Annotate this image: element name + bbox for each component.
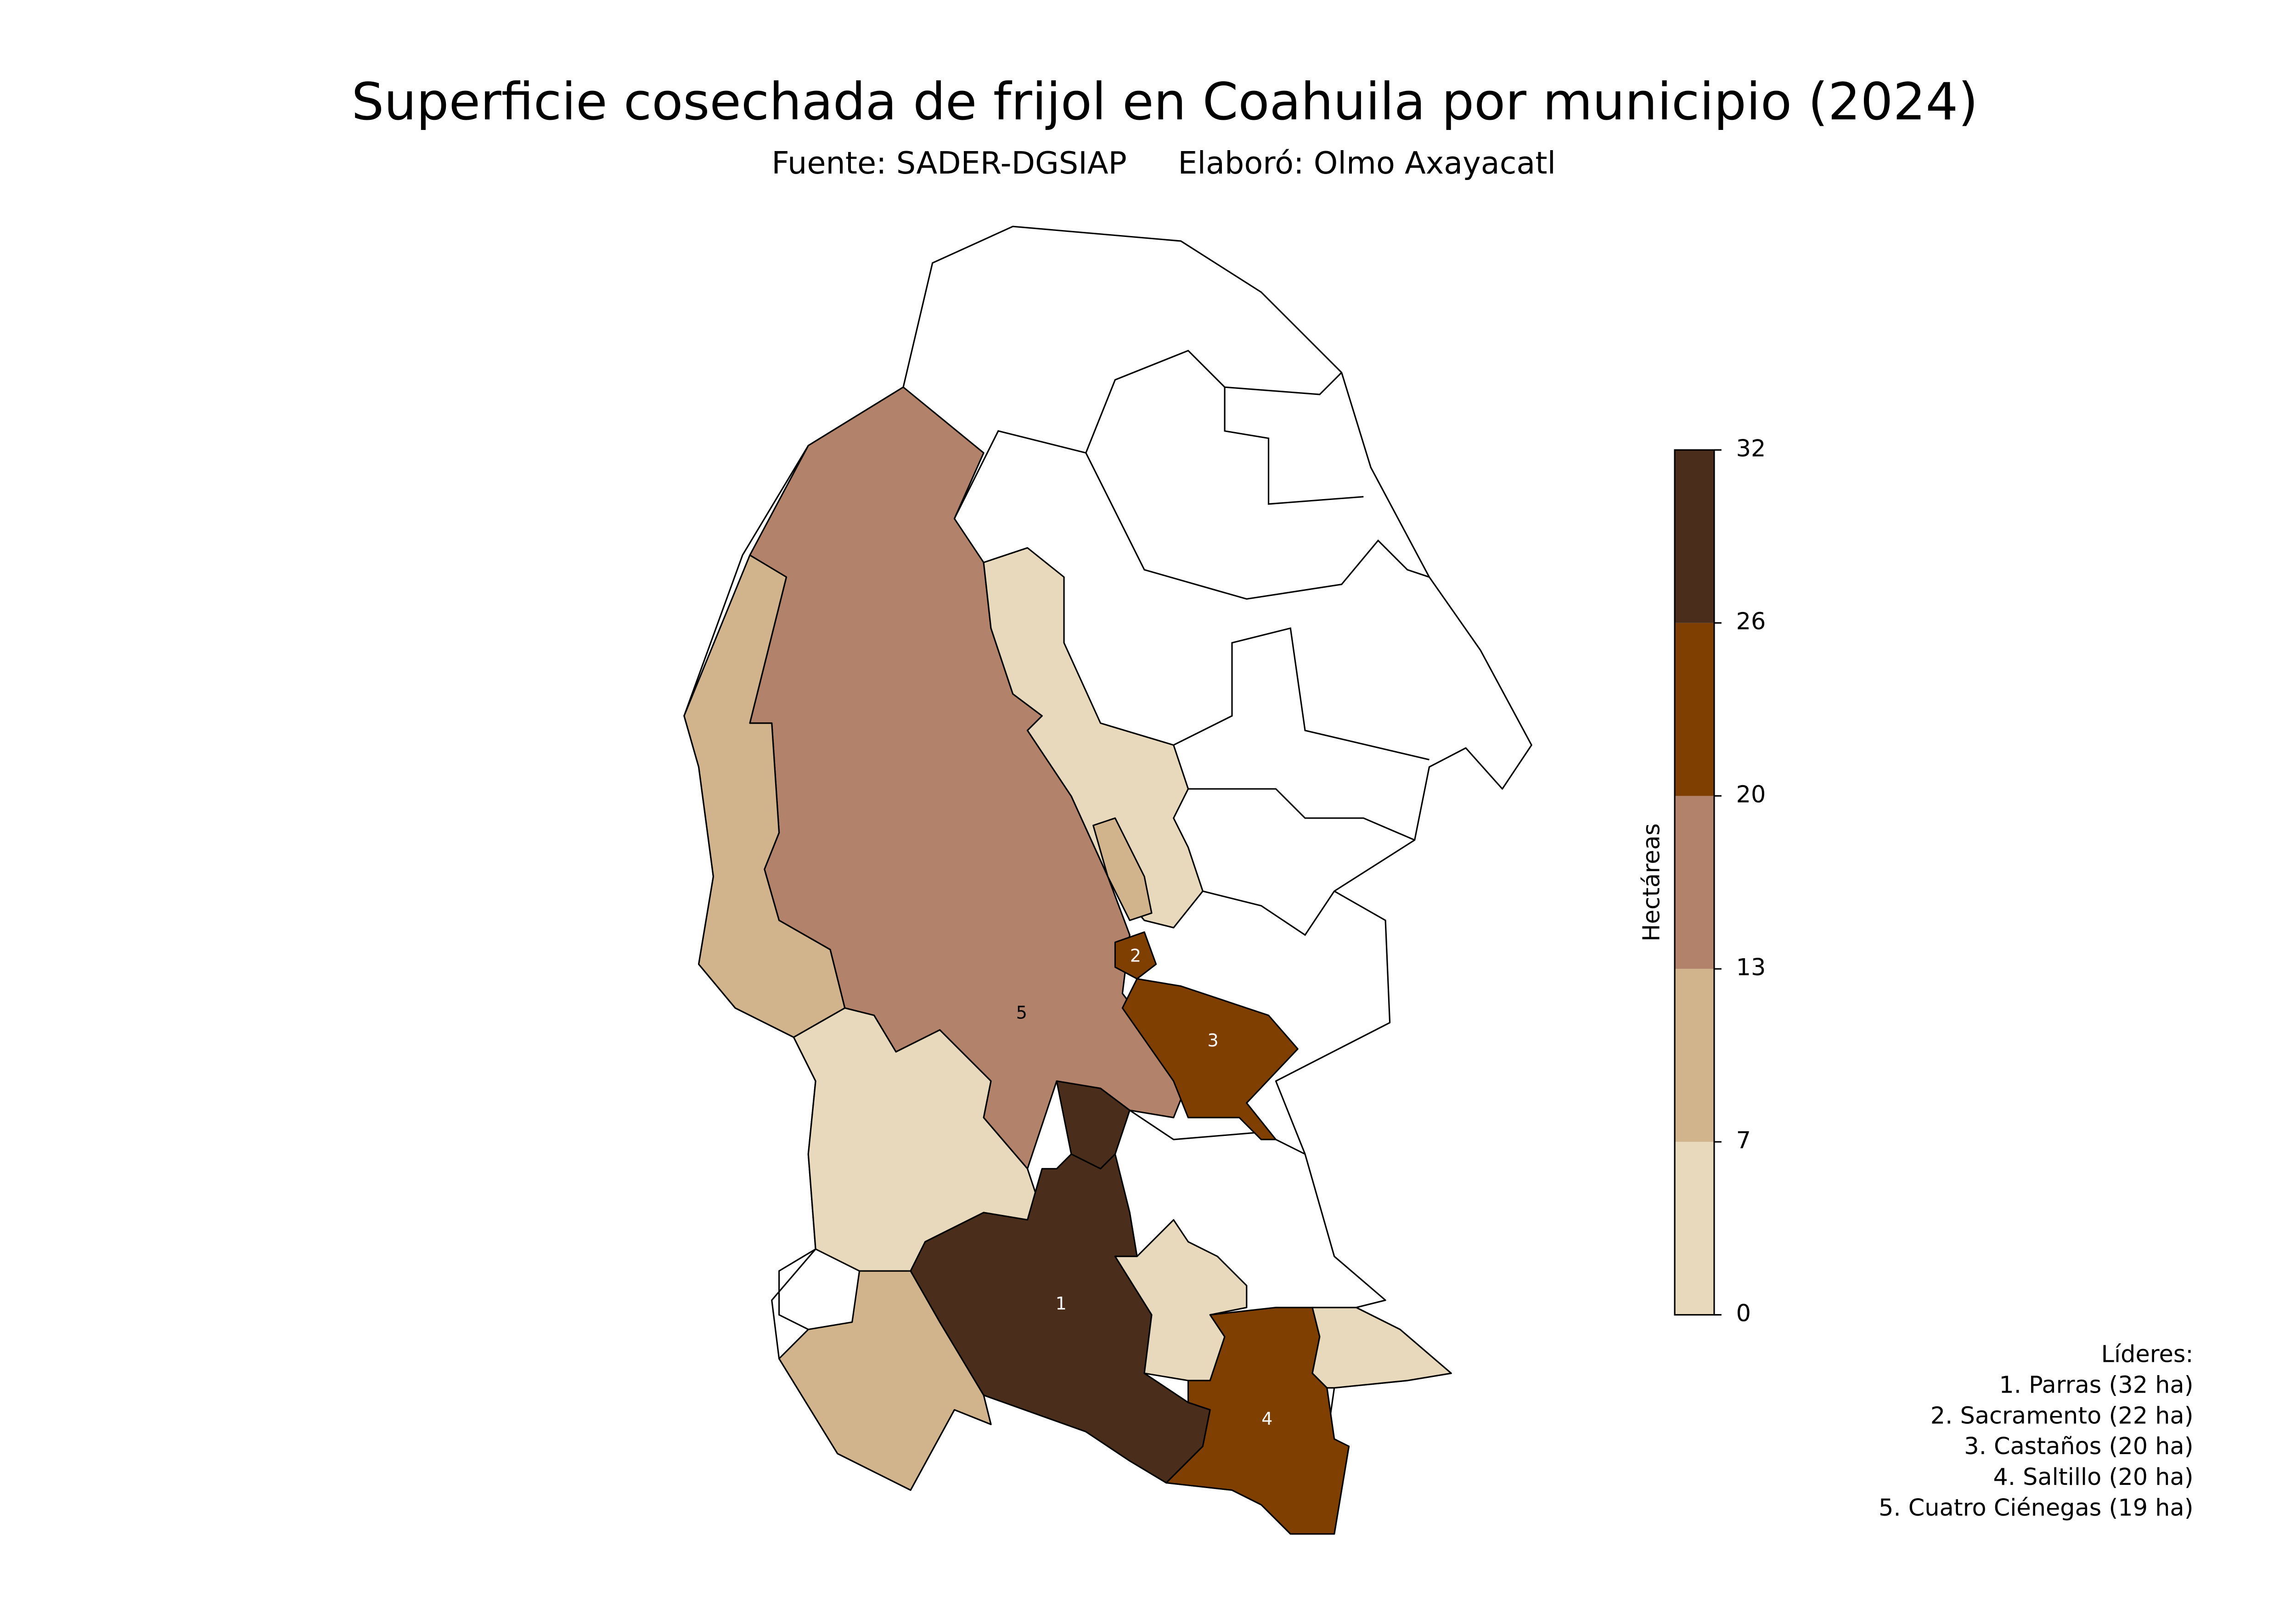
map-label: 5	[1016, 1003, 1027, 1023]
colorbar-segment	[1675, 796, 1714, 969]
leader-item: 5. Cuatro Ciénegas (19 ha)	[1879, 1495, 2194, 1522]
author: Elaboró: Olmo Axayacatl	[1178, 145, 1556, 181]
colorbar-segment	[1675, 623, 1714, 796]
colorbar-label: Hectáreas	[1638, 823, 1665, 942]
colorbar-segment	[1675, 450, 1714, 623]
map-label: 4	[1261, 1409, 1272, 1429]
municipality	[683, 554, 846, 1038]
leader-item: 3. Castaños (20 ha)	[1964, 1433, 2193, 1460]
map-label: 2	[1130, 946, 1141, 966]
colorbar-tick-label: 20	[1736, 781, 1766, 808]
source: Fuente: SADER-DGSIAP	[771, 145, 1127, 181]
colorbar-tick-label: 0	[1736, 1300, 1751, 1327]
municipality-border	[1085, 349, 1342, 453]
municipality	[1311, 1307, 1452, 1389]
colorbar-segment	[1675, 1141, 1714, 1315]
leader-item: 4. Saltillo (20 ha)	[1993, 1464, 2193, 1491]
map-label: 3	[1207, 1031, 1218, 1051]
state-map: 1 2 3 4 5	[683, 225, 1532, 1535]
leaders-title: Líderes:	[2101, 1341, 2194, 1368]
leaders-box: Líderes: 1. Parras (32 ha) 2. Sacramento …	[1879, 1341, 2194, 1522]
colorbar-frame	[1674, 449, 1715, 1316]
colorbar-tick-label: 32	[1736, 435, 1766, 462]
municipality	[1114, 931, 1157, 980]
leader-item: 2. Sacramento (22 ha)	[1930, 1402, 2194, 1429]
municipality-border	[1224, 387, 1364, 505]
municipality	[1092, 817, 1153, 921]
title: Superficie cosechada de frijol en Coahui…	[352, 73, 1978, 132]
map-label: 1	[1056, 1294, 1067, 1314]
municipality	[1121, 978, 1299, 1141]
municipality-border	[778, 1248, 816, 1330]
colorbar-segment	[1675, 969, 1714, 1142]
colorbar-tick-label: 26	[1736, 608, 1766, 635]
municipality-border	[1129, 1109, 1306, 1155]
colorbar-tick-label: 13	[1736, 954, 1766, 981]
municipality	[778, 1270, 992, 1491]
municipality-border	[1173, 627, 1429, 761]
colorbar: 0 7 13 20 26 32	[1674, 435, 1766, 1327]
municipality-border	[1188, 788, 1415, 841]
municipality-border	[1202, 890, 1335, 936]
municipality	[983, 547, 1204, 929]
leader-item: 1. Parras (32 ha)	[1999, 1372, 2193, 1399]
colorbar-tick-label: 7	[1736, 1127, 1751, 1154]
municipality-border	[953, 430, 1430, 600]
